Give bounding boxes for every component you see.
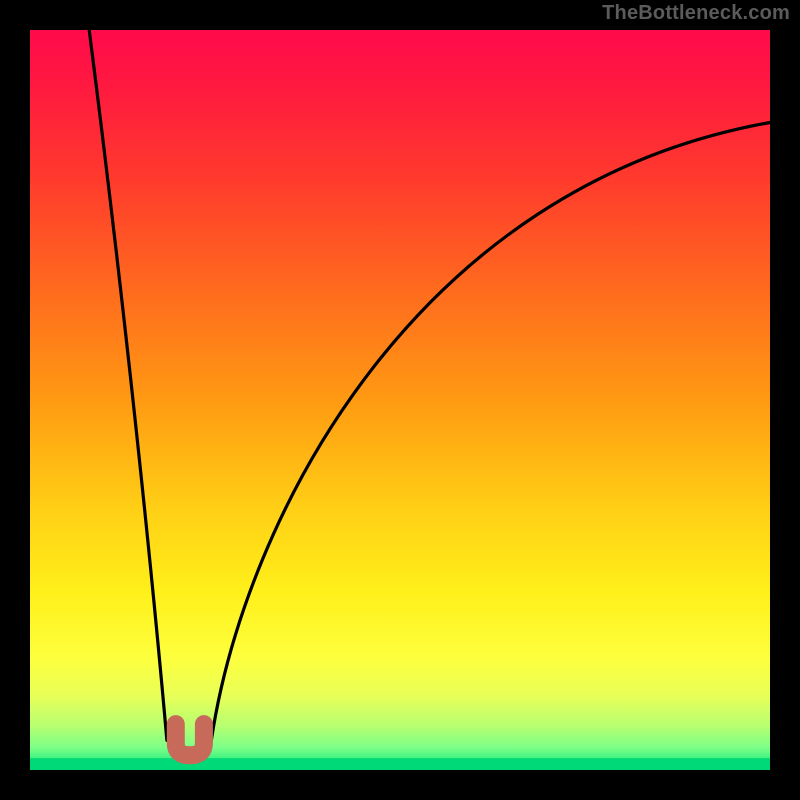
watermark-text: TheBottleneck.com: [602, 2, 790, 25]
gradient-background: [30, 30, 770, 770]
bottleneck-chart: [0, 0, 800, 800]
optimal-band: [30, 758, 770, 770]
